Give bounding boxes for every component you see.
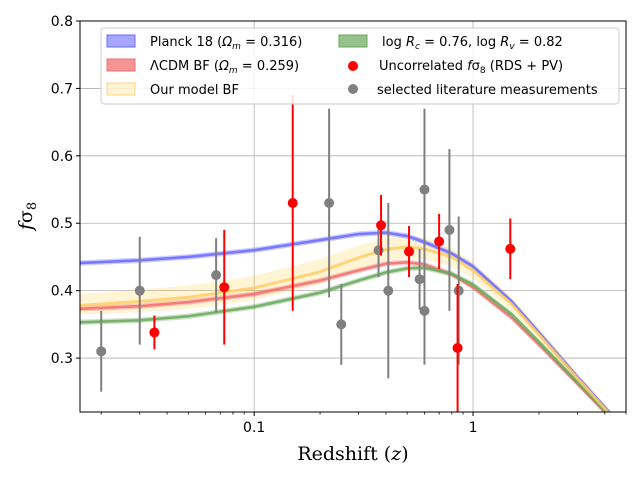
x-tick-label: 0.1 <box>243 420 265 436</box>
point-uncorrelated-f-8-rds-pv <box>452 342 463 353</box>
legend-frame <box>100 27 620 105</box>
legend: Planck 18 (Ωm = 0.316) ΛCDM BF (Ωm = 0.2… <box>100 27 620 105</box>
legend-swatch-our-model <box>106 82 136 96</box>
point-uncorrelated-f-8-rds-pv <box>376 220 387 231</box>
legend-label-dgp: log Rc = 0.76, log Rv = 0.82 <box>382 35 563 52</box>
point-selected-literature-measurements <box>211 270 222 281</box>
legend-marker-uncorrelated <box>348 61 358 71</box>
point-uncorrelated-f-8-rds-pv <box>404 246 415 257</box>
legend-label-planck: Planck 18 (Ωm = 0.316) <box>150 35 302 52</box>
point-selected-literature-measurements <box>134 285 145 296</box>
point-selected-literature-measurements <box>336 319 347 330</box>
line-our-model-bf <box>80 245 610 412</box>
point-selected-literature-measurements <box>453 285 464 296</box>
y-axis-title: fσ8 <box>15 202 40 232</box>
point-selected-literature-measurements <box>414 274 425 285</box>
point-selected-literature-measurements <box>324 198 335 209</box>
y-tick-label: 0.8 <box>51 14 73 30</box>
legend-swatch-dgp <box>338 34 368 48</box>
legend-marker-literature <box>348 84 358 94</box>
y-tick-label: 0.4 <box>51 284 73 300</box>
plot-frame <box>79 20 627 413</box>
point-selected-literature-measurements <box>419 305 430 316</box>
point-selected-literature-measurements <box>96 346 107 357</box>
legend-swatch-planck <box>106 34 136 48</box>
point-selected-literature-measurements <box>444 224 455 235</box>
point-uncorrelated-f-8-rds-pv <box>434 236 445 247</box>
point-uncorrelated-f-8-rds-pv <box>505 243 516 254</box>
data-points <box>96 95 516 412</box>
y-tick-label: 0.6 <box>51 149 73 165</box>
point-uncorrelated-f-8-rds-pv <box>287 198 298 209</box>
model-lines <box>80 229 612 412</box>
x-axis-title: Redshift (z) <box>297 443 408 465</box>
legend-label-uncorrelated: Uncorrelated fσ8 (RDS + PV) <box>379 59 563 76</box>
x-tick-label: 1 <box>469 420 478 436</box>
legend-label-our-model: Our model BF <box>150 83 239 98</box>
axis-ticks: 0.3 0.4 0.5 0.6 0.7 0.8 0.1 1 <box>51 14 627 436</box>
point-selected-literature-measurements <box>383 285 394 296</box>
point-selected-literature-measurements <box>419 184 430 195</box>
point-uncorrelated-f-8-rds-pv <box>149 327 160 338</box>
band-cdm-bf <box>80 259 608 412</box>
point-uncorrelated-f-8-rds-pv <box>219 282 230 293</box>
line-log-rc-0-76-log-rv-0-82 <box>80 266 608 412</box>
y-tick-label: 0.3 <box>51 351 73 367</box>
y-tick-label: 0.5 <box>51 216 73 232</box>
legend-swatch-lcdm <box>106 58 136 72</box>
line-cdm-bf <box>80 261 607 412</box>
model-bands <box>80 236 612 412</box>
legend-label-lcdm: ΛCDM BF (Ωm = 0.259) <box>150 59 299 76</box>
band-our-model-bf <box>80 236 612 412</box>
legend-label-literature: selected literature measurements <box>377 83 598 98</box>
y-tick-label: 0.7 <box>51 81 73 97</box>
